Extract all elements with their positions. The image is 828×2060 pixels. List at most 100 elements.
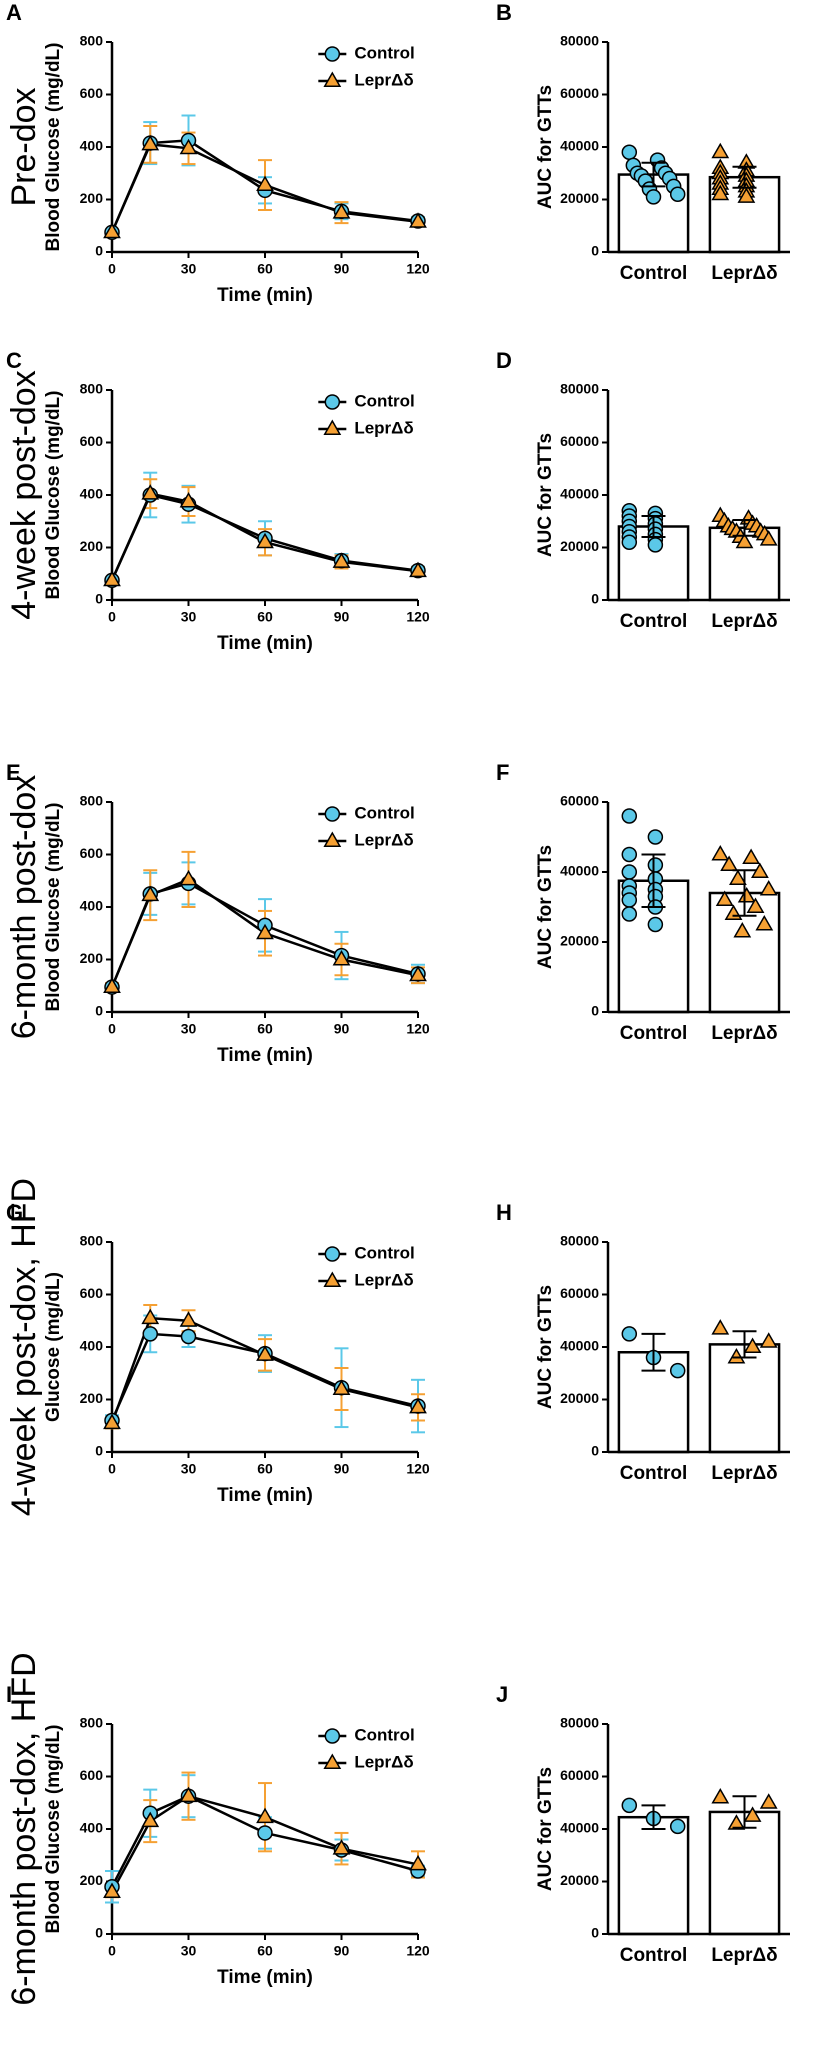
x-tick-label: 60	[257, 1021, 273, 1037]
data-point	[409, 212, 427, 228]
legend-label: LeprΔδ	[354, 1270, 413, 1289]
data-point	[647, 829, 664, 845]
x-axis-label: Time (min)	[217, 285, 313, 306]
y-tick-label: 0	[591, 1443, 599, 1459]
series-line	[110, 1794, 419, 1893]
y-axis-label: AUC for GTTs	[535, 1767, 556, 1891]
series-line	[110, 1332, 419, 1422]
data-point	[669, 1818, 686, 1835]
x-tick-label: Control	[620, 1023, 688, 1044]
data-point	[759, 530, 778, 546]
legend-marker	[323, 419, 342, 435]
x-tick-label: 120	[406, 1461, 430, 1477]
data-point	[720, 855, 738, 871]
x-tick-label: LeprΔδ	[711, 1023, 777, 1044]
x-tick-label: 0	[108, 609, 116, 625]
series-line	[110, 143, 419, 233]
series-line	[110, 878, 419, 988]
x-tick-label: 90	[334, 1021, 350, 1037]
data-point	[735, 532, 754, 549]
data-point	[759, 879, 778, 896]
x-tick-label: Control	[620, 611, 688, 632]
data-point	[409, 1397, 427, 1414]
data-point	[103, 1413, 121, 1430]
y-tick-label: 600	[80, 85, 104, 101]
data-point	[621, 1797, 638, 1814]
x-tick-label: LeprΔδ	[711, 1945, 777, 1966]
x-axis-label: Time (min)	[217, 633, 313, 654]
data-point	[621, 864, 638, 880]
y-tick-label: 0	[591, 1003, 599, 1019]
y-tick-label: 400	[80, 1338, 104, 1354]
data-point	[179, 1786, 198, 1803]
data-point	[621, 1326, 638, 1342]
y-tick-label: 40000	[560, 138, 599, 154]
data-point	[141, 1811, 160, 1828]
y-tick-label: 60000	[560, 1285, 599, 1301]
x-axis-label: Time (min)	[217, 1967, 313, 1988]
data-point	[142, 1326, 158, 1342]
x-tick-label: 0	[108, 1021, 116, 1037]
data-point	[729, 869, 747, 885]
y-tick-label: 0	[95, 1003, 103, 1019]
legend-marker	[323, 831, 342, 847]
x-tick-label: 60	[257, 261, 273, 277]
y-tick-label: 800	[80, 1715, 104, 1731]
panel-label: G	[6, 1200, 23, 1225]
y-tick-label: 400	[80, 898, 104, 914]
data-point	[669, 1362, 686, 1379]
y-tick-label: 20000	[560, 1872, 599, 1888]
data-point	[647, 537, 664, 553]
data-point	[257, 1825, 273, 1841]
y-tick-label: 600	[80, 1767, 104, 1783]
legend-label: Control	[354, 1725, 414, 1744]
y-tick-label: 80000	[560, 33, 599, 49]
y-tick-label: 0	[95, 1443, 103, 1459]
data-point	[711, 1787, 730, 1804]
data-point	[141, 1308, 160, 1325]
data-point	[256, 532, 274, 549]
x-tick-label: 30	[181, 1021, 197, 1037]
y-tick-label: 200	[80, 190, 104, 206]
y-tick-label: 40000	[560, 863, 599, 879]
data-point	[409, 965, 427, 982]
data-point	[715, 890, 734, 906]
panel-label: H	[496, 1200, 512, 1225]
legend-label: Control	[354, 391, 414, 410]
data-point	[743, 1337, 762, 1353]
y-tick-label: 200	[80, 950, 104, 966]
x-tick-label: 90	[334, 609, 350, 625]
y-axis-label: Blood Glucose (mg/dL)	[43, 1725, 64, 1934]
y-tick-label: 0	[591, 243, 599, 259]
data-point	[332, 552, 351, 568]
panel-label: C	[6, 348, 22, 373]
y-tick-label: 60000	[560, 793, 599, 809]
data-point	[759, 1332, 778, 1348]
panel-label: I	[6, 1682, 12, 1707]
y-tick-label: 20000	[560, 1390, 599, 1406]
y-tick-label: 0	[591, 591, 599, 607]
x-tick-label: 90	[334, 261, 350, 277]
data-point	[621, 846, 638, 863]
data-point	[727, 1347, 746, 1364]
data-point	[409, 561, 427, 578]
x-tick-label: 120	[406, 1943, 430, 1959]
data-point	[759, 1793, 778, 1809]
y-tick-label: 800	[80, 33, 104, 49]
data-point	[621, 906, 638, 922]
data-point	[742, 848, 760, 864]
x-tick-label: Control	[620, 1945, 688, 1966]
y-tick-label: 40000	[560, 1820, 599, 1836]
data-point	[645, 189, 662, 205]
data-point	[711, 844, 730, 861]
data-point	[103, 570, 121, 587]
y-tick-label: 600	[80, 845, 104, 861]
row-label: 6-month post-dox	[5, 775, 43, 1040]
x-tick-label: 0	[108, 261, 116, 277]
data-point	[332, 1839, 351, 1855]
y-tick-label: 800	[80, 1233, 104, 1249]
x-tick-label: Control	[620, 1463, 688, 1484]
data-point	[256, 1807, 274, 1824]
y-tick-label: 0	[95, 1925, 103, 1941]
x-tick-label: 120	[406, 261, 430, 277]
